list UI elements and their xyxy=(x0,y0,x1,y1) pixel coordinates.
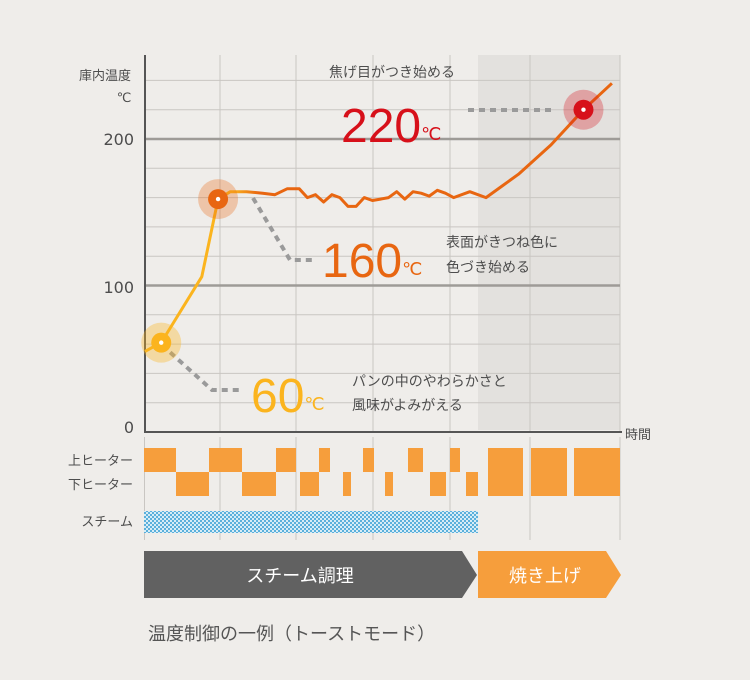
temperature-series-line xyxy=(144,82,613,353)
annotation-60-unit: ℃ xyxy=(304,394,324,414)
upper-heater-on-block xyxy=(209,448,242,472)
upper-heater-label: 上ヒーター xyxy=(68,454,133,469)
upper-heater-on-block xyxy=(488,448,523,496)
y-tick-100: 100 xyxy=(103,278,134,297)
y-axis-label: 庫内温度 xyxy=(79,68,131,84)
chart-grid xyxy=(145,55,621,432)
upper-heater-on-block xyxy=(144,448,176,472)
marker-160-center xyxy=(215,196,221,202)
annotation-220-text: 焦げ目がつき始める xyxy=(329,65,455,81)
annotation-220-value: 220 xyxy=(341,100,421,153)
annotation-60-text-1: パンの中のやわらかさと xyxy=(352,374,507,390)
finish-zone-shade xyxy=(478,55,620,430)
phase-steam-label: スチーム調理 xyxy=(246,566,353,587)
steam-bar xyxy=(144,511,478,533)
annotation-160-text-2: 色づき始める xyxy=(446,259,530,276)
annotation-60-value: 60 xyxy=(251,370,304,423)
annotation-160-text-1: 表面がきつね色に xyxy=(446,234,558,251)
y-tick-200: 200 xyxy=(103,130,134,149)
phase-steam-arrow xyxy=(144,551,477,598)
annotation-60-temp: 60℃ xyxy=(251,370,325,423)
lower-heater-on-block xyxy=(385,472,393,496)
marker-60-center xyxy=(159,340,164,345)
phase-finish-label: 焼き上げ xyxy=(509,566,581,587)
upper-heater-row xyxy=(144,448,620,496)
annotation-220-temp: 220℃ xyxy=(341,100,441,153)
marker-220-center xyxy=(581,107,586,112)
lower-heater-on-block xyxy=(242,472,276,496)
upper-heater-on-block xyxy=(319,448,330,472)
annotation-220-unit: ℃ xyxy=(421,124,441,144)
lower-heater-on-block xyxy=(430,472,446,496)
leader-60 xyxy=(160,343,243,392)
upper-heater-on-block xyxy=(408,448,423,472)
lower-heater-on-block xyxy=(176,472,209,496)
annotation-leaders xyxy=(160,108,552,392)
annotation-160-value: 160 xyxy=(322,235,402,288)
lower-heater-label: 下ヒーター xyxy=(68,478,133,493)
lower-heater-row xyxy=(176,472,478,496)
lower-heater-on-block xyxy=(300,472,319,496)
y-tick-0: 0 xyxy=(124,418,134,437)
upper-heater-on-block xyxy=(450,448,460,472)
lower-heater-on-block xyxy=(343,472,351,496)
x-axis-label: 時間 xyxy=(625,428,651,443)
leader-160 xyxy=(251,196,313,262)
upper-heater-on-block xyxy=(276,448,296,472)
annotation-60-text-2: 風味がよみがえる xyxy=(352,398,463,414)
upper-heater-on-block xyxy=(363,448,374,472)
annotation-160-temp: 160℃ xyxy=(322,235,422,288)
y-axis-unit: ℃ xyxy=(117,91,132,106)
lower-heater-on-block xyxy=(466,472,478,496)
annotation-160-unit: ℃ xyxy=(402,259,422,279)
steam-label: スチーム xyxy=(81,515,133,530)
phase-finish-arrow xyxy=(478,551,621,598)
chart-caption: 温度制御の一例（トーストモード） xyxy=(148,624,435,645)
upper-heater-on-block xyxy=(574,448,620,496)
key-point-markers xyxy=(141,89,604,363)
upper-heater-on-block xyxy=(531,448,567,496)
